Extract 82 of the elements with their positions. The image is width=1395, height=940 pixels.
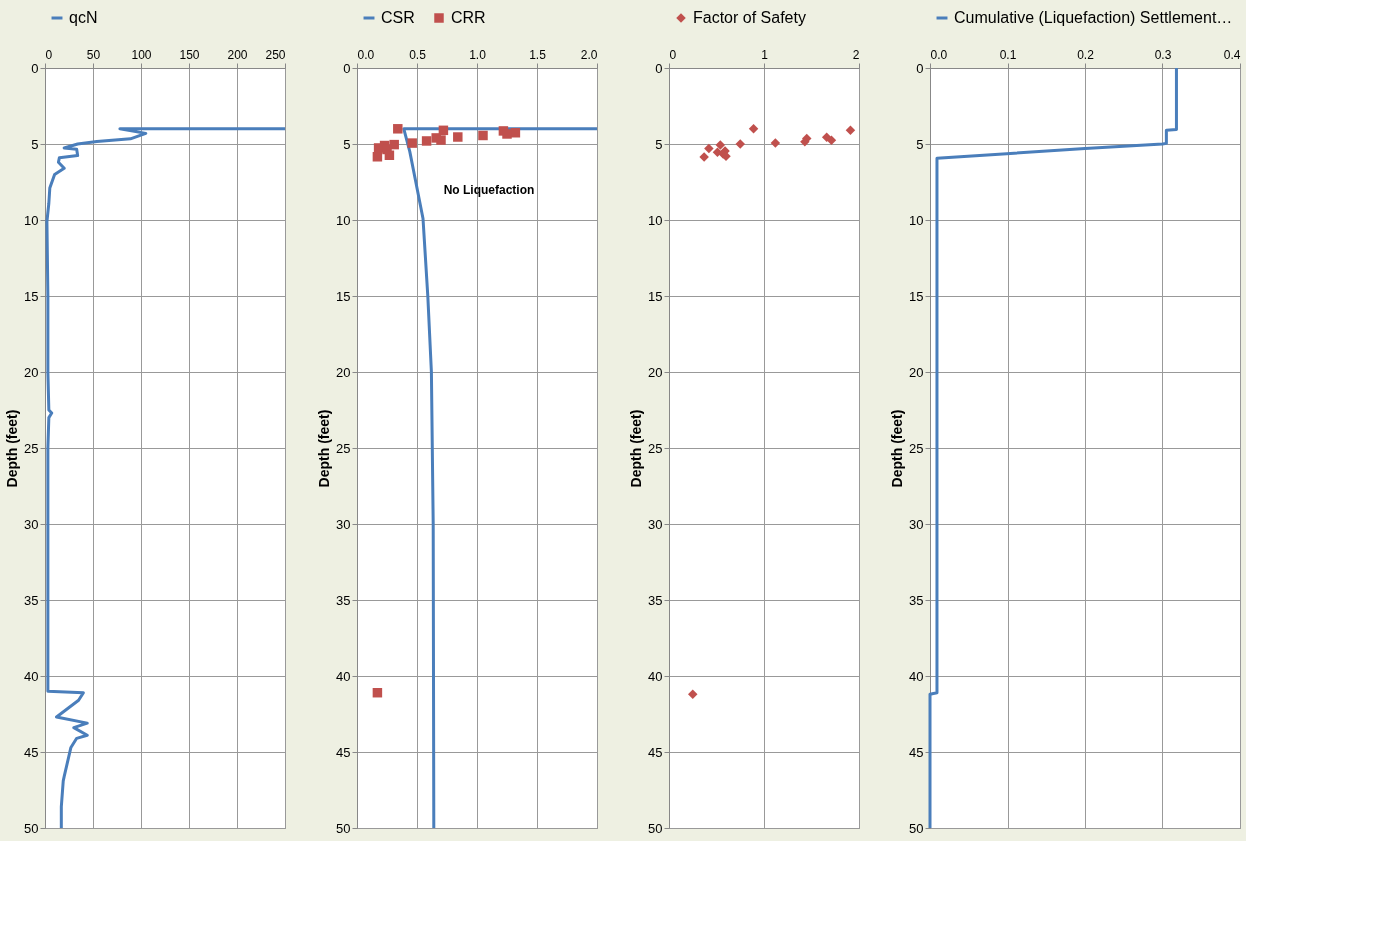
y-tick-label: 45 (909, 744, 924, 760)
y-tick-label: 10 (336, 212, 351, 228)
point (826, 135, 837, 146)
y-tick-label: 45 (648, 744, 663, 760)
x-tick-label: 0.3 (1154, 47, 1172, 62)
y-tick-label: 5 (916, 136, 924, 152)
annotation: No Liquefaction (443, 182, 535, 197)
y-axis-title: Depth (feet) (889, 409, 906, 488)
point (688, 689, 698, 699)
x-tick-label: 0 (669, 47, 677, 62)
y-tick-label: 5 (31, 136, 39, 152)
x-tick-label: 200 (227, 47, 248, 62)
y-tick-label: 20 (648, 364, 663, 380)
x-tick-label: 0.1 (999, 47, 1017, 62)
legend-label: CSR (381, 9, 415, 26)
y-tick-label: 20 (24, 364, 39, 380)
y-tick-label: 45 (336, 744, 351, 760)
y-tick-label: 50 (909, 820, 924, 836)
legend-label: qcN (69, 9, 98, 26)
point (704, 143, 714, 154)
y-tick-label: 25 (24, 440, 39, 456)
y-tick-label: 45 (24, 744, 39, 760)
point (715, 140, 726, 150)
y-tick-label: 40 (336, 668, 351, 684)
y-tick-label: 35 (24, 592, 39, 608)
point (845, 125, 856, 136)
y-axis-title: Depth (feet) (316, 409, 333, 488)
x-tick-label: 0.4 (1223, 47, 1241, 62)
y-tick-label: 10 (648, 212, 663, 228)
x-tick-label: 2 (852, 47, 860, 62)
legend-label: Cumulative (Liquefaction) Settlement… (954, 9, 1233, 26)
x-tick-label: 0.5 (409, 47, 427, 62)
x-tick-label: 1.0 (469, 47, 487, 62)
y-tick-label: 50 (648, 820, 663, 836)
y-tick-label: 35 (648, 592, 663, 608)
y-tick-label: 15 (24, 288, 39, 304)
y-tick-label: 30 (24, 516, 39, 532)
x-tick-label: 150 (179, 47, 200, 62)
x-tick-label: 1 (761, 47, 769, 62)
y-tick-label: 10 (24, 212, 39, 228)
y-tick-label: 15 (648, 288, 663, 304)
y-tick-label: 40 (909, 668, 924, 684)
y-tick-label: 15 (336, 288, 351, 304)
x-tick-label: 250 (265, 47, 286, 62)
x-tick-label: 1.5 (529, 47, 547, 62)
y-tick-label: 5 (655, 136, 663, 152)
x-tick-label: 0.0 (357, 47, 375, 62)
line-series (45, 127, 287, 830)
y-tick-label: 50 (336, 820, 351, 836)
y-tick-label: 0 (343, 60, 351, 76)
y-tick-label: 35 (336, 592, 351, 608)
y-tick-label: 20 (336, 364, 351, 380)
y-tick-label: 50 (24, 820, 39, 836)
y-tick-label: 40 (24, 668, 39, 684)
legend-label: CRR (451, 9, 486, 26)
point (748, 124, 759, 134)
y-tick-label: 25 (336, 440, 351, 456)
y-tick-label: 30 (336, 516, 351, 532)
y-tick-label: 20 (909, 364, 924, 380)
x-tick-label: 0.0 (930, 47, 948, 62)
y-tick-label: 0 (31, 60, 39, 76)
y-tick-label: 40 (648, 668, 663, 684)
y-tick-label: 30 (648, 516, 663, 532)
y-tick-label: 30 (909, 516, 924, 532)
point (821, 132, 832, 143)
y-tick-label: 15 (909, 288, 924, 304)
x-tick-label: 50 (86, 47, 101, 62)
y-tick-label: 0 (655, 60, 663, 76)
y-tick-label: 35 (909, 592, 924, 608)
y-tick-label: 0 (916, 60, 924, 76)
x-tick-label: 0.2 (1077, 47, 1095, 62)
x-tick-label: 2.0 (580, 47, 598, 62)
y-tick-label: 25 (648, 440, 663, 456)
y-axis-title: Depth (feet) (4, 409, 21, 488)
legend-label: Factor of Safety (693, 9, 806, 26)
x-tick-label: 0 (45, 47, 53, 62)
y-axis-title: Depth (feet) (628, 409, 645, 488)
point (770, 138, 781, 148)
y-tick-label: 10 (909, 212, 924, 228)
y-tick-label: 25 (909, 440, 924, 456)
y-tick-label: 5 (343, 136, 351, 152)
x-tick-label: 100 (131, 47, 152, 62)
